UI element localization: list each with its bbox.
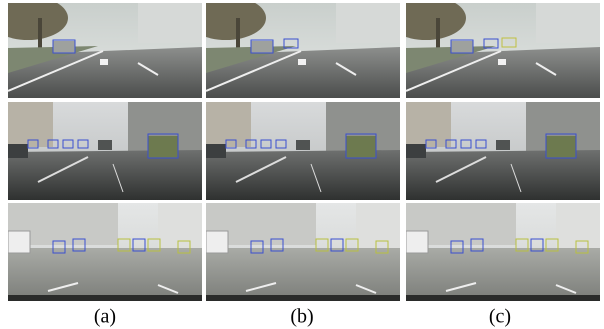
car — [451, 41, 473, 53]
building — [138, 3, 202, 43]
car — [496, 140, 510, 150]
trunk — [436, 18, 440, 48]
scene — [8, 102, 202, 200]
ground — [206, 248, 400, 301]
trunk — [38, 18, 42, 48]
scene — [0, 0, 202, 98]
photo — [406, 102, 600, 200]
ground — [406, 248, 600, 301]
arrow — [498, 59, 506, 65]
car — [53, 41, 75, 53]
photo — [206, 102, 400, 200]
car — [251, 41, 273, 53]
panel-label: (a) — [94, 306, 116, 328]
arrow — [298, 59, 306, 65]
car — [8, 144, 28, 158]
car — [296, 140, 310, 150]
scene — [206, 203, 400, 301]
tram — [346, 136, 376, 158]
figure: (a) (b) (c) — [0, 0, 604, 329]
panel-label: (c) — [489, 306, 511, 328]
scene — [186, 0, 400, 98]
scene — [406, 102, 600, 200]
dash — [8, 295, 202, 301]
bus — [8, 231, 30, 253]
tram — [148, 136, 178, 158]
trunk — [236, 18, 240, 48]
photo — [0, 0, 202, 98]
arrow — [100, 59, 108, 65]
car — [406, 144, 426, 158]
bus — [406, 231, 428, 253]
scene — [206, 102, 400, 200]
bus — [206, 231, 228, 253]
photo — [386, 0, 600, 98]
scene — [386, 0, 600, 98]
photo — [8, 102, 202, 200]
dash — [206, 295, 400, 301]
ground — [8, 248, 202, 301]
car — [98, 140, 112, 150]
car — [206, 144, 226, 158]
image-grid — [0, 0, 600, 301]
scene — [406, 203, 600, 301]
dash — [406, 295, 600, 301]
building — [336, 3, 400, 43]
photo — [406, 203, 600, 301]
photo — [206, 203, 400, 301]
building — [536, 3, 600, 43]
scene — [8, 203, 202, 301]
tram — [546, 136, 576, 158]
panel-label: (b) — [290, 306, 313, 328]
photo — [186, 0, 400, 98]
photo — [8, 203, 202, 301]
